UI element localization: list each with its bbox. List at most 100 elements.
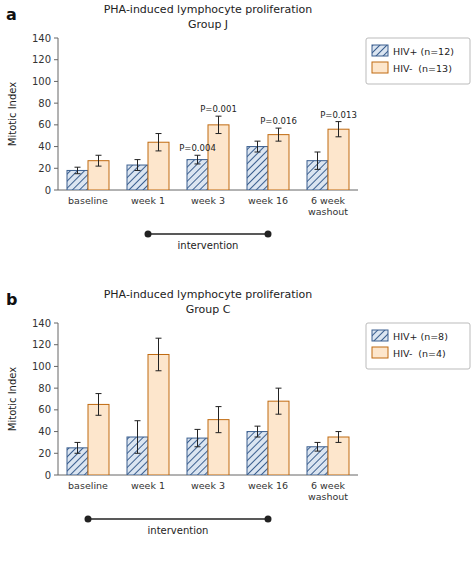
legend-swatch [372,62,388,73]
error-cap [75,453,81,454]
y-tick-label: 40 [38,141,51,152]
error-stem [98,155,99,166]
error-cap [135,159,141,160]
y-tick [54,38,58,39]
error-bar [276,388,282,414]
error-stem [197,429,198,446]
y-tick-label: 0 [45,470,51,481]
intervention-label: intervention [178,240,239,251]
y-tick-label: 20 [38,163,51,174]
bar [328,129,349,190]
x-tick-label: 6 weekwashout [308,195,348,217]
error-bar [135,421,141,454]
legend-swatch [372,45,388,56]
p-value: P=0.016 [260,116,297,126]
y-tick-label: 140 [32,33,51,44]
error-cap [75,167,81,168]
error-cap [75,173,81,174]
legend: HIV+ (n=8)HIV- (n=4) [366,323,470,369]
x-tick-label: week 3 [191,195,225,206]
error-cap [156,338,162,339]
error-cap [315,442,321,443]
error-bar [315,442,321,451]
intervention-end [265,231,272,238]
error-stem [338,432,339,443]
error-stem [137,160,138,171]
x-tick-label: week 16 [248,480,288,491]
error-stem [137,421,138,454]
intervention-end [85,516,92,523]
y-tick [54,431,58,432]
y-tick-label: 60 [38,119,51,130]
error-cap [96,415,102,416]
error-cap [336,121,342,122]
error-cap [135,453,141,454]
x-tick-label-line: week 16 [248,195,288,206]
legend-label: HIV+ (n=12) [393,46,454,57]
y-tick [54,323,58,324]
error-cap [315,169,321,170]
error-stem [158,134,159,151]
error-bar [336,122,342,137]
error-stem [158,338,159,371]
error-cap [96,166,102,167]
x-tick-label-line: week 3 [191,195,225,206]
y-tick [54,59,58,60]
y-tick-label: 80 [38,383,51,394]
y-tick-label: 100 [32,76,51,87]
error-stem [77,167,78,174]
error-cap [216,406,222,407]
error-bar [255,141,261,152]
x-tick-label: week 16 [248,195,288,206]
y-tick [54,475,58,476]
error-bar [195,155,201,164]
error-cap [255,141,261,142]
error-cap [156,133,162,134]
error-cap [195,446,201,447]
y-tick [54,103,58,104]
title: PHA-induced lymphocyte proliferation [104,3,313,16]
error-bar [96,155,102,166]
bar [307,447,328,475]
error-cap [96,393,102,394]
error-cap [276,128,282,129]
error-stem [338,122,339,137]
x-tick-label: baseline [68,480,108,491]
y-tick [54,124,58,125]
error-bar [96,394,102,416]
error-cap [135,420,141,421]
bar [187,160,208,190]
p-value: P=0.013 [320,110,357,120]
intervention-label: intervention [148,525,209,536]
error-bar [75,167,81,174]
bar [67,170,88,190]
y-tick-label: 120 [32,339,51,350]
error-cap [75,442,81,443]
error-stem [197,155,198,164]
error-stem [77,442,78,453]
error-cap [336,442,342,443]
error-cap [255,426,261,427]
intervention-line [148,233,268,235]
error-cap [315,152,321,153]
error-bar [276,128,282,141]
legend-label: HIV+ (n=8) [393,331,448,342]
error-cap [276,141,282,142]
y-axis-label: Mitotic Index [7,82,18,146]
bar [328,437,349,475]
chart-container: PHA-induced lymphocyte proliferation Grou… [0,0,474,569]
y-tick-label: 20 [38,448,51,459]
bar [247,147,268,190]
y-tick-label: 0 [45,185,51,196]
error-cap [156,150,162,151]
y-tick [54,146,58,147]
error-bar [315,152,321,169]
intervention-end [265,516,272,523]
x-tick-label-line: baseline [68,195,108,206]
y-tick [54,344,58,345]
subtitle: Group J [188,18,228,31]
error-stem [218,116,219,133]
y-tick-label: 80 [38,98,51,109]
legend-box [366,323,470,369]
intervention-line [88,518,268,520]
